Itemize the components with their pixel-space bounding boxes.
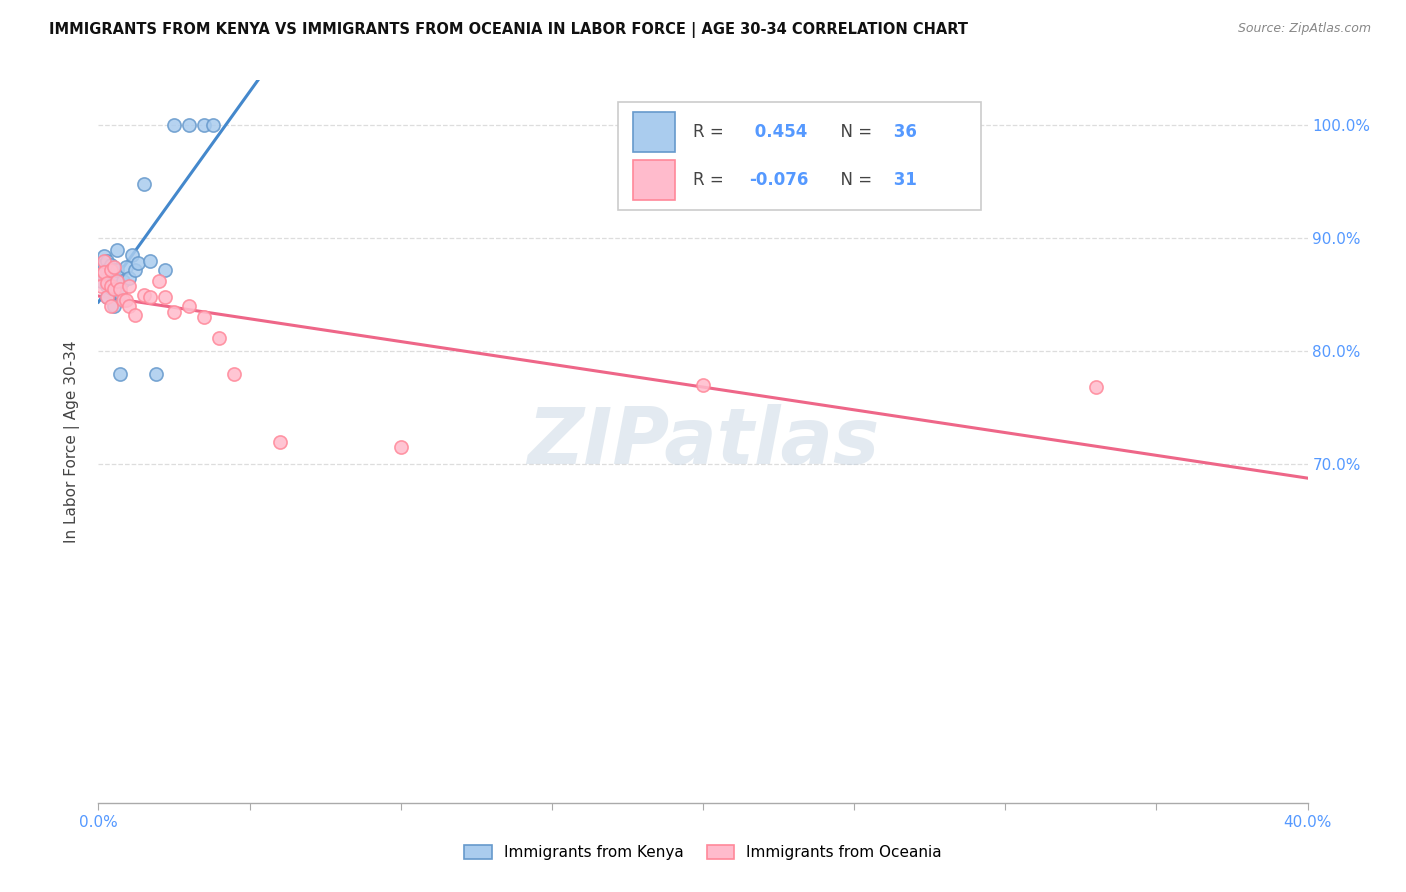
Point <box>114 293 136 308</box>
Point <box>108 285 131 300</box>
Point <box>224 367 246 381</box>
Point <box>179 119 201 133</box>
Point <box>124 308 146 322</box>
Point <box>139 253 162 268</box>
Point <box>111 274 134 288</box>
Point <box>96 263 118 277</box>
Point <box>127 256 149 270</box>
Point <box>108 282 131 296</box>
Point <box>153 263 176 277</box>
Point <box>93 253 115 268</box>
Point <box>389 440 412 454</box>
Text: ZIPatlas: ZIPatlas <box>527 403 879 480</box>
Point <box>100 263 122 277</box>
Point <box>108 367 131 381</box>
Point <box>124 263 146 277</box>
Point <box>103 260 125 274</box>
Text: R =: R = <box>693 171 730 189</box>
Point <box>193 119 215 133</box>
Point <box>93 259 115 273</box>
Point <box>90 265 112 279</box>
Point <box>103 274 125 288</box>
Y-axis label: In Labor Force | Age 30-34: In Labor Force | Age 30-34 <box>63 340 80 543</box>
Point <box>111 293 134 308</box>
Point <box>96 253 118 268</box>
Text: Source: ZipAtlas.com: Source: ZipAtlas.com <box>1237 22 1371 36</box>
Point <box>269 434 291 449</box>
Point <box>90 268 112 282</box>
Text: N =: N = <box>830 123 872 141</box>
Text: 0.454: 0.454 <box>749 123 807 141</box>
Point <box>179 299 201 313</box>
Point <box>692 378 714 392</box>
Point <box>118 278 141 293</box>
Point <box>148 274 170 288</box>
Point <box>105 282 128 296</box>
Point <box>163 119 186 133</box>
Point <box>121 248 143 262</box>
Point <box>193 310 215 325</box>
Point <box>100 299 122 313</box>
Point <box>105 263 128 277</box>
Point <box>208 331 231 345</box>
FancyBboxPatch shape <box>633 112 675 153</box>
Point <box>202 119 225 133</box>
Point <box>93 265 115 279</box>
Legend: Immigrants from Kenya, Immigrants from Oceania: Immigrants from Kenya, Immigrants from O… <box>464 845 942 860</box>
Point <box>105 243 128 257</box>
Text: 36: 36 <box>889 123 917 141</box>
Point <box>103 282 125 296</box>
Point <box>103 263 125 277</box>
Point <box>100 281 122 295</box>
Point <box>132 287 155 301</box>
Point <box>1085 380 1108 394</box>
Point <box>96 270 118 285</box>
Point <box>96 290 118 304</box>
Point <box>103 299 125 313</box>
Point <box>153 290 176 304</box>
FancyBboxPatch shape <box>633 161 675 200</box>
Point <box>96 277 118 291</box>
Point <box>96 290 118 304</box>
Point <box>96 278 118 293</box>
FancyBboxPatch shape <box>619 102 981 211</box>
Point <box>93 268 115 282</box>
Point <box>114 260 136 274</box>
Point <box>163 304 186 318</box>
Point <box>93 249 115 263</box>
Point <box>103 282 125 296</box>
Text: R =: R = <box>693 123 730 141</box>
Point <box>100 278 122 293</box>
Text: IMMIGRANTS FROM KENYA VS IMMIGRANTS FROM OCEANIA IN LABOR FORCE | AGE 30-34 CORR: IMMIGRANTS FROM KENYA VS IMMIGRANTS FROM… <box>49 22 969 38</box>
Point <box>100 259 122 273</box>
Text: -0.076: -0.076 <box>749 171 808 189</box>
Point <box>118 270 141 285</box>
Point <box>145 367 167 381</box>
Point <box>90 278 112 293</box>
Point <box>100 270 122 285</box>
Point <box>90 274 112 288</box>
Point <box>105 274 128 288</box>
Text: 31: 31 <box>889 171 917 189</box>
Point <box>132 177 155 191</box>
Point <box>139 290 162 304</box>
Text: N =: N = <box>830 171 872 189</box>
Point <box>118 299 141 313</box>
